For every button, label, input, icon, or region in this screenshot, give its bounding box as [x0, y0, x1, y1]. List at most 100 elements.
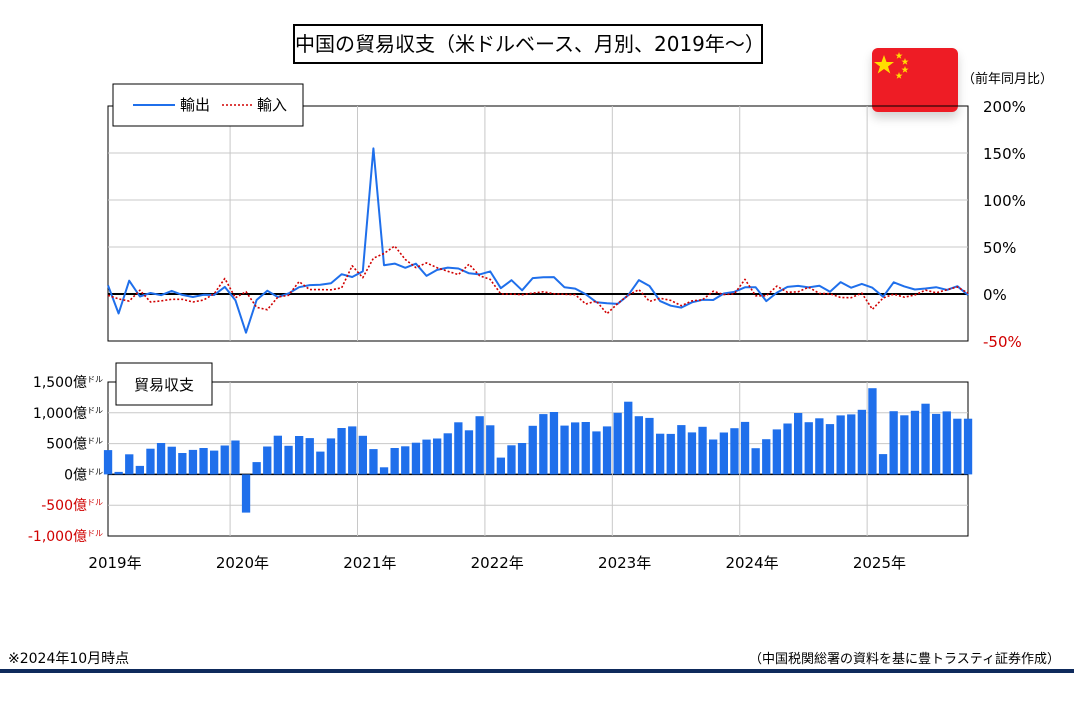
bar-label-box [115, 362, 213, 406]
x-tick-label: 2024年 [725, 554, 778, 572]
trade-balance-bar [411, 442, 421, 475]
bar-y-tick-label: 1,000億ドル [33, 406, 103, 422]
line-y-tick-label: 200% [983, 98, 1026, 116]
line-y-tick-label: 0% [983, 286, 1007, 304]
trade-balance-bar [571, 422, 580, 475]
trade-balance-bar [687, 432, 697, 475]
trade-balance-bar [613, 412, 622, 475]
trade-balance-bar [549, 412, 559, 475]
bar-y-tick-label: -500億ドル [41, 498, 103, 514]
trade-balance-bar [475, 416, 484, 475]
x-tick-label: 2019年 [88, 554, 141, 572]
trade-balance-bar [624, 401, 633, 475]
trade-balance-bar [847, 414, 856, 475]
x-tick-label: 2023年 [598, 554, 651, 572]
trade-balance-bar [656, 433, 665, 475]
chart-title: 中国の貿易収支（米ドルベース、月別、2019年〜） [293, 24, 765, 64]
trade-balance-bar [825, 424, 835, 475]
trade-charts: 200% 150% 100% 50% 0% -50% 輸出 輸入 1,500億ドル 1,000億ド… [28, 83, 1026, 572]
trade-balance-bar [252, 462, 261, 475]
trade-balance-bar [496, 457, 505, 475]
trade-balance-bar [358, 435, 367, 475]
trade-balance-bar [390, 448, 399, 475]
trade-balance-bar [900, 415, 909, 475]
x-tick-label: 2022年 [471, 554, 524, 572]
trade-balance-bar [167, 446, 176, 475]
trade-balance-bar [443, 433, 452, 475]
trade-balance-bar [709, 439, 718, 475]
trade-balance-bar [422, 439, 431, 475]
bar-y-tick-label: -1,000億ドル [28, 529, 103, 545]
trade-balance-bar [348, 426, 357, 475]
trade-balance-bar [932, 413, 941, 475]
trade-balance-bar [295, 436, 304, 475]
line-plot-frame [107, 105, 969, 342]
trade-balance-bar [305, 438, 314, 475]
line-y-tick-label: 100% [983, 192, 1026, 210]
bottom-rule [0, 669, 1074, 673]
trade-balance-bar [464, 430, 474, 475]
trade-balance-bar [486, 425, 495, 475]
trade-balance-bar [135, 465, 144, 475]
yoy-unit-label: （前年同月比） [962, 72, 1054, 87]
trade-balance-bar [517, 443, 527, 475]
trade-balance-bar [146, 448, 155, 475]
trade-balance-bar [634, 416, 643, 475]
trade-balance-bar [953, 418, 962, 475]
x-tick-label: 2020年 [216, 554, 269, 572]
trade-balance-bar [369, 449, 378, 475]
trade-balance-bar [337, 428, 346, 475]
export-series-line [107, 147, 969, 334]
trade-balance-bar [602, 426, 612, 475]
trade-balance-bar [284, 445, 293, 475]
trade-balance-bar [783, 423, 792, 475]
china-flag-icon [872, 48, 958, 112]
trade-balance-bar [645, 417, 654, 475]
trade-balance-bar [815, 418, 824, 475]
import-series-line [107, 245, 969, 315]
trade-balance-bar [454, 422, 463, 475]
trade-balance-bar [114, 471, 123, 475]
trade-balance-bar [220, 445, 229, 475]
trade-balance-bar [316, 451, 325, 475]
trade-balance-bar [125, 454, 134, 475]
line-y-tick-label: -50% [983, 333, 1022, 351]
x-tick-label: 2021年 [343, 554, 396, 572]
trade-balance-bar [772, 429, 781, 475]
trade-balance-bar [507, 445, 516, 475]
trade-balance-bar [910, 410, 920, 475]
trade-balance-bar [730, 428, 739, 475]
trade-balance-bar [889, 411, 898, 475]
trade-balance-bar [762, 439, 771, 475]
trade-balance-bar [666, 433, 675, 475]
trade-balance-bar [804, 422, 813, 475]
trade-balance-bar [539, 414, 548, 475]
trade-balance-bar [751, 448, 760, 475]
trade-balance-bar [740, 421, 750, 475]
bar-y-tick-label: 500億ドル [46, 437, 103, 453]
trade-balance-bar [326, 438, 336, 475]
data-date-note: ※2024年10月時点 [8, 651, 130, 667]
trade-balance-bar [921, 403, 930, 475]
trade-balance-bar [210, 450, 219, 475]
trade-balance-bar [178, 453, 187, 475]
trade-balance-bar [942, 411, 951, 475]
trade-balance-bar [273, 435, 282, 475]
source-note: （中国税関総署の資料を基に豊トラスティ証券作成） [749, 652, 1060, 667]
legend-export-label: 輸出 [180, 96, 210, 114]
trade-balance-bar [836, 415, 845, 475]
bar-y-tick-label: 1,500億ドル [33, 375, 103, 391]
trade-balance-bar [878, 454, 888, 475]
trade-balance-bar [963, 418, 973, 475]
trade-balance-bar [401, 446, 410, 475]
trade-balance-bar [581, 422, 590, 475]
trade-balance-bar [528, 425, 537, 475]
x-tick-label: 2025年 [853, 554, 906, 572]
trade-balance-bar [231, 440, 240, 475]
trade-balance-bar [188, 449, 198, 475]
trade-balance-bar [857, 409, 866, 475]
trade-balance-bar [868, 388, 877, 475]
bar-chart-label: 貿易収支 [134, 376, 194, 394]
bar-y-tick-label: 0億ドル [64, 467, 103, 483]
trade-balance-bar [103, 450, 113, 475]
